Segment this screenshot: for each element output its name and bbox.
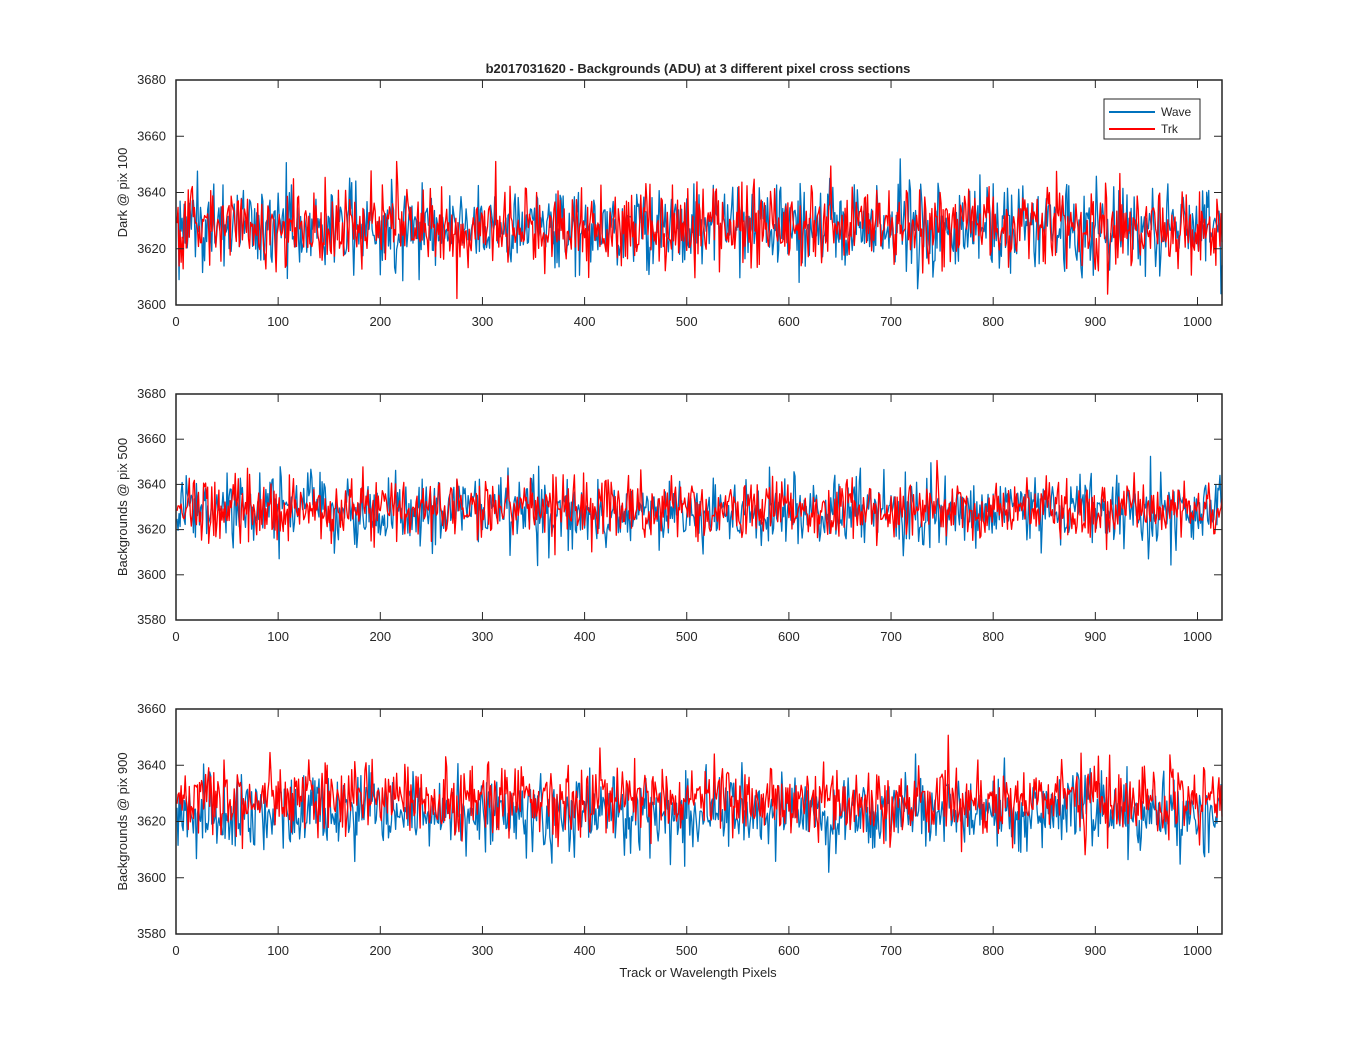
x-tick-label-3-3: 300: [472, 943, 494, 958]
x-tick-label-1-6: 600: [778, 314, 800, 329]
series-line-trk-3: [176, 734, 1223, 856]
y-tick-label-1-3: 3660: [137, 128, 166, 143]
series-group-3: [176, 734, 1223, 873]
x-tick-label-2-7: 700: [880, 629, 902, 644]
x-tick-label-2-0: 0: [172, 629, 179, 644]
y-tick-label-3-2: 3620: [137, 814, 166, 829]
y-tick-label-1-4: 3680: [137, 72, 166, 87]
x-tick-label-3-1: 100: [267, 943, 289, 958]
x-tick-label-1-10: 1000: [1183, 314, 1212, 329]
legend-label-trk: Trk: [1161, 122, 1179, 136]
y-tick-label-1-1: 3620: [137, 241, 166, 256]
x-tick-label-1-2: 200: [369, 314, 391, 329]
x-tick-label-3-4: 400: [574, 943, 596, 958]
x-tick-label-1-7: 700: [880, 314, 902, 329]
x-tick-label-1-4: 400: [574, 314, 596, 329]
x-tick-label-2-9: 900: [1084, 629, 1106, 644]
x-tick-label-2-1: 100: [267, 629, 289, 644]
y-tick-label-2-5: 3680: [137, 386, 166, 401]
x-tick-label-2-4: 400: [574, 629, 596, 644]
x-tick-label-2-10: 1000: [1183, 629, 1212, 644]
x-tick-label-1-3: 300: [472, 314, 494, 329]
panel-1: 0 100 200 300 400 500 600 700 800 900 1000 3600 3620…: [115, 72, 1223, 329]
y-axis-label-2: Backgrounds @ pix 500: [115, 438, 130, 576]
y-tick-label-3-1: 3600: [137, 870, 166, 885]
x-tick-label-3-6: 600: [778, 943, 800, 958]
y-axis-label-3: Backgrounds @ pix 900: [115, 752, 130, 890]
panel-2: 0 100 200 300 400 500 600 700 800 900 1000 3580 3600…: [115, 386, 1223, 644]
x-tick-label-3-8: 800: [982, 943, 1004, 958]
series-group-1: [176, 158, 1223, 300]
x-tick-label-1-9: 900: [1084, 314, 1106, 329]
y-tick-label-2-3: 3640: [137, 476, 166, 491]
x-tick-label-2-8: 800: [982, 629, 1004, 644]
y-tick-label-3-0: 3580: [137, 926, 166, 941]
x-tick-label-3-2: 200: [369, 943, 391, 958]
x-tick-label-2-3: 300: [472, 629, 494, 644]
y-tick-label-3-3: 3640: [137, 757, 166, 772]
x-tick-label-2-6: 600: [778, 629, 800, 644]
y-tick-label-2-0: 3580: [137, 612, 166, 627]
x-tick-label-1-5: 500: [676, 314, 698, 329]
y-tick-label-2-4: 3660: [137, 431, 166, 446]
y-axis-label-1: Dark @ pix 100: [115, 148, 130, 238]
x-tick-label-1-1: 100: [267, 314, 289, 329]
legend-box: [1103, 98, 1201, 140]
y-tick-label-2-1: 3600: [137, 567, 166, 582]
x-tick-label-1-8: 800: [982, 314, 1004, 329]
legend-label-wave: Wave: [1161, 105, 1192, 119]
legend: Wave Trk: [1103, 98, 1201, 140]
y-tick-label-2-2: 3620: [137, 522, 166, 537]
x-tick-label-3-9: 900: [1084, 943, 1106, 958]
series-line-trk-1: [176, 160, 1223, 300]
chart-title: b2017031620 - Backgrounds (ADU) at 3 dif…: [486, 61, 911, 76]
y-tick-label-1-0: 3600: [137, 297, 166, 312]
x-axis-label: Track or Wavelength Pixels: [619, 965, 777, 980]
axes-frame-2: [175, 393, 1223, 621]
panel-3: 0 100 200 300 400 500 600 700 800 900 1000 3580 3600…: [115, 701, 1223, 958]
x-tick-label-3-7: 700: [880, 943, 902, 958]
x-tick-label-3-5: 500: [676, 943, 698, 958]
y-tick-label-3-4: 3660: [137, 701, 166, 716]
series-line-trk-2: [176, 459, 1223, 556]
x-tick-label-3-10: 1000: [1183, 943, 1212, 958]
series-group-2: [176, 455, 1223, 567]
x-tick-label-2-5: 500: [676, 629, 698, 644]
y-tick-label-1-2: 3640: [137, 185, 166, 200]
x-tick-label-3-0: 0: [172, 943, 179, 958]
x-tick-label-1-0: 0: [172, 314, 179, 329]
x-tick-label-2-2: 200: [369, 629, 391, 644]
panels-layer: 0 100 200 300 400 500 600 700 800 900 100036003620…: [115, 72, 1223, 958]
